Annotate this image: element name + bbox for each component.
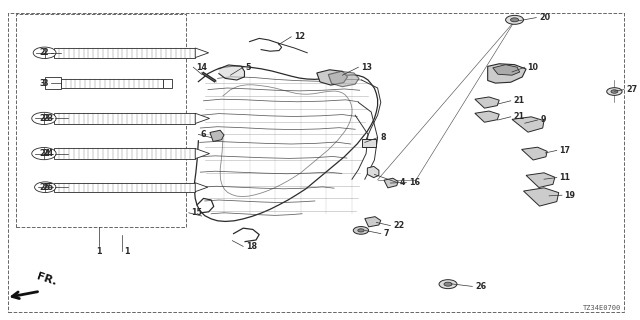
Text: TZ34E0700: TZ34E0700 [582,305,621,311]
Text: 10: 10 [527,63,538,72]
Polygon shape [475,97,499,108]
Text: 24: 24 [42,149,53,158]
Text: 23: 23 [40,114,51,123]
Circle shape [353,227,369,234]
Polygon shape [524,188,559,206]
Text: 9: 9 [540,116,546,124]
Polygon shape [210,130,224,141]
Text: 21: 21 [513,96,524,105]
Text: FR.: FR. [36,271,58,287]
Text: 1: 1 [97,247,102,256]
Bar [54,183,195,192]
Text: 13: 13 [361,63,372,72]
Text: 22: 22 [393,221,404,230]
Text: 11: 11 [559,173,570,182]
Polygon shape [219,65,244,80]
Text: 12: 12 [294,32,305,41]
Polygon shape [493,65,520,75]
Circle shape [611,90,618,93]
Bar [362,139,376,147]
Text: 2: 2 [42,48,48,57]
Circle shape [33,47,56,59]
Polygon shape [365,217,381,227]
Text: 2: 2 [40,48,45,57]
Text: 5: 5 [246,63,252,72]
Polygon shape [522,147,547,160]
Circle shape [607,88,622,95]
Circle shape [511,18,518,22]
Bar [163,79,172,88]
Polygon shape [195,113,209,124]
Polygon shape [526,173,555,188]
Polygon shape [367,166,379,178]
Text: 8: 8 [380,133,386,142]
Circle shape [358,229,364,232]
Text: 24: 24 [40,149,51,158]
Text: 21: 21 [513,112,524,121]
Text: 6: 6 [201,130,207,139]
Text: 1: 1 [124,247,130,256]
Text: 3: 3 [42,79,48,88]
Polygon shape [317,70,348,85]
Text: 14: 14 [196,63,207,72]
Text: 20: 20 [539,13,550,22]
Circle shape [35,182,56,193]
Polygon shape [384,178,398,188]
Polygon shape [195,148,209,159]
Bar [61,79,163,88]
Text: 16: 16 [409,178,420,187]
Bar [54,48,195,58]
Polygon shape [195,183,208,192]
Polygon shape [328,71,359,87]
Circle shape [32,148,56,160]
Text: 7: 7 [383,229,389,238]
Text: 25: 25 [40,183,51,192]
Text: 17: 17 [559,146,570,155]
Text: 26: 26 [475,282,486,291]
Polygon shape [475,111,499,122]
Text: 18: 18 [246,242,257,251]
Bar [54,113,195,124]
Text: 15: 15 [191,208,202,217]
Polygon shape [512,117,544,132]
Text: 19: 19 [564,191,575,200]
Text: 23: 23 [42,114,53,123]
Bar [54,148,195,159]
Text: 3: 3 [40,79,45,88]
Text: 4: 4 [399,178,405,187]
Text: 27: 27 [627,85,637,94]
Bar [16,14,186,227]
Bar [45,77,61,89]
Circle shape [439,280,457,289]
Circle shape [32,112,56,124]
Circle shape [444,282,452,286]
Circle shape [506,15,524,24]
Polygon shape [195,48,209,58]
Polygon shape [488,64,526,83]
Text: 25: 25 [42,183,53,192]
